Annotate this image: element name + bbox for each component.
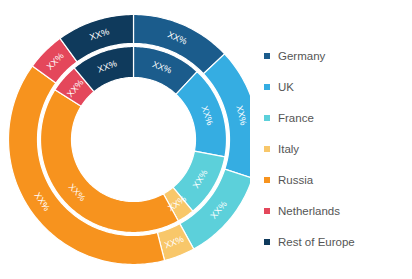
html-text:Russia: Russia (278, 173, 314, 186)
html-text:Italy: Italy (278, 142, 300, 155)
html-text:France: France (278, 111, 314, 124)
html-text:Rest of Europe: Rest of Europe (278, 235, 355, 248)
svg-text:XX%: XX% (67, 182, 88, 203)
svg-text:XX%: XX% (199, 104, 215, 126)
svg-text:XX%: XX% (32, 190, 52, 212)
svg-text:XX%: XX% (65, 77, 86, 99)
svg-text:XX%: XX% (191, 168, 210, 190)
html-text:Netherlands: Netherlands (278, 204, 340, 217)
svg-text:XX%: XX% (166, 194, 188, 214)
svg-text:XX%: XX% (234, 105, 248, 127)
svg-text:XX%: XX% (151, 59, 173, 76)
svg-text:XX%: XX% (166, 29, 188, 46)
svg-text:XX%: XX% (88, 26, 110, 42)
svg-text:XX%: XX% (208, 199, 228, 221)
svg-text:XX%: XX% (163, 234, 185, 251)
svg-text:XX%: XX% (45, 51, 66, 72)
svg-text:XX%: XX% (96, 58, 118, 74)
html-text:UK: UK (278, 80, 294, 93)
html-text:Germany: Germany (278, 49, 326, 62)
